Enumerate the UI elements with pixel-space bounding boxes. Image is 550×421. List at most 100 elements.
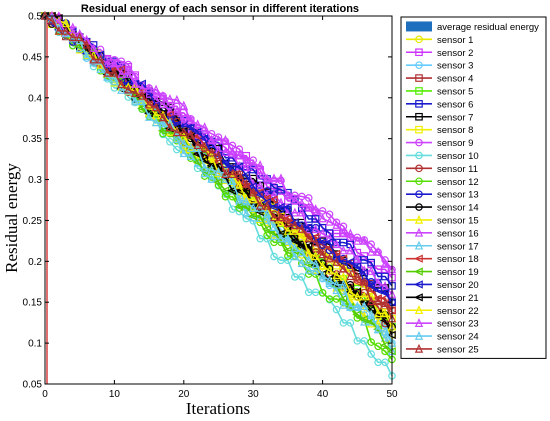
data-point — [360, 291, 369, 301]
legend-marker — [415, 138, 423, 147]
data-point — [283, 190, 293, 200]
data-point — [241, 170, 251, 180]
data-point — [380, 280, 390, 290]
data-point — [151, 117, 161, 127]
legend-label: sensor 12 — [437, 177, 479, 188]
data-point — [352, 262, 362, 271]
data-point — [290, 243, 299, 252]
legend-marker — [414, 227, 424, 237]
data-point — [124, 68, 133, 78]
data-point — [332, 219, 341, 229]
data-point — [331, 249, 341, 258]
data-point — [151, 102, 161, 112]
data-point — [380, 298, 390, 308]
legend-box — [400, 16, 547, 359]
data-point — [172, 94, 181, 104]
data-point — [192, 149, 202, 159]
legend-marker — [414, 318, 424, 327]
legend-label: sensor 1 — [437, 35, 473, 46]
legend-label: sensor 3 — [437, 61, 473, 72]
data-point — [255, 190, 264, 199]
data-point — [47, 15, 57, 25]
data-point — [262, 173, 272, 183]
data-point — [380, 308, 390, 318]
data-point — [124, 84, 133, 94]
x-tick-label: 30 — [248, 389, 260, 400]
data-point — [248, 182, 257, 191]
data-point — [311, 215, 320, 223]
data-point — [318, 249, 327, 259]
data-point — [117, 79, 126, 89]
y-tick-label: 0.1 — [28, 339, 42, 350]
data-point — [263, 231, 271, 240]
data-point — [54, 25, 64, 35]
data-point — [339, 299, 348, 309]
y-axis-label: Residual energy — [2, 163, 21, 273]
data-point — [367, 309, 376, 319]
data-point — [256, 200, 265, 210]
data-point — [249, 165, 258, 174]
data-point — [324, 237, 334, 247]
data-point — [353, 301, 362, 311]
legend-marker — [415, 100, 423, 108]
data-point — [304, 233, 313, 243]
series-line — [44, 15, 393, 319]
series-line — [44, 15, 393, 344]
data-point — [255, 212, 264, 221]
legend-label: sensor 14 — [437, 203, 479, 214]
data-point — [346, 245, 355, 255]
data-point — [235, 150, 244, 160]
data-point — [379, 288, 389, 298]
data-point — [172, 106, 181, 116]
data-point — [353, 291, 362, 301]
data-point — [228, 205, 237, 213]
data-point — [117, 84, 126, 94]
data-point — [242, 208, 251, 218]
x-tick-label: 50 — [386, 389, 398, 400]
data-point — [339, 227, 348, 237]
data-point — [367, 350, 375, 358]
legend-label: sensor 18 — [437, 254, 479, 265]
data-point — [61, 25, 70, 35]
data-point — [325, 229, 334, 237]
data-point — [262, 208, 272, 218]
legend-marker — [413, 254, 423, 263]
data-point — [131, 88, 140, 98]
data-point — [234, 162, 244, 171]
data-point — [276, 217, 286, 227]
legend-label: sensor 20 — [437, 280, 479, 291]
data-point — [290, 207, 299, 217]
data-point — [339, 263, 348, 273]
data-point — [304, 264, 313, 274]
data-point — [373, 308, 383, 318]
legend-marker — [414, 214, 424, 224]
data-point — [373, 296, 383, 306]
data-point — [381, 358, 389, 367]
data-point — [311, 266, 320, 276]
data-point — [165, 122, 175, 132]
data-point — [366, 281, 375, 290]
legend-marker — [413, 293, 423, 302]
data-point — [242, 196, 251, 206]
data-point — [186, 115, 195, 125]
data-point — [325, 275, 334, 285]
data-point — [235, 179, 244, 189]
data-point — [261, 224, 271, 234]
data-point — [249, 187, 258, 197]
data-point — [380, 332, 390, 342]
data-point — [291, 191, 299, 200]
legend-label: sensor 7 — [437, 112, 473, 123]
legend-label-average: average residual energy — [437, 22, 539, 33]
data-point — [359, 315, 369, 324]
data-point — [186, 143, 195, 152]
legend-label: sensor 4 — [437, 74, 473, 85]
data-point — [297, 273, 306, 281]
data-point — [380, 326, 390, 336]
data-point — [110, 67, 119, 77]
data-point — [89, 54, 98, 64]
data-point — [303, 260, 313, 269]
data-point — [352, 310, 362, 319]
data-point — [213, 178, 223, 187]
data-point — [297, 198, 306, 208]
